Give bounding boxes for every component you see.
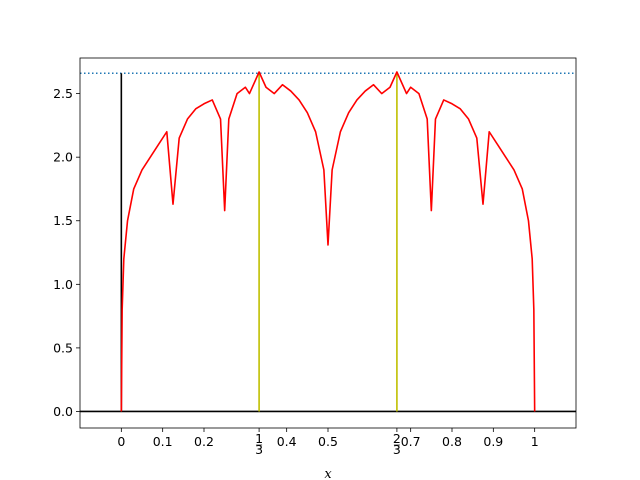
x-tick-label: 1 — [531, 434, 539, 449]
x-axis-ticks: 0 0.1 0.2 130.4 0.5 230.7 0.8 0.9 1 — [117, 428, 539, 457]
y-tick-label: 0.5 — [53, 340, 73, 355]
y-tick-label: 2.0 — [53, 150, 73, 165]
x-axis-label: x — [324, 467, 332, 480]
x-tick-label-den: 3 — [255, 442, 263, 457]
x-tick-label: 0.7 — [401, 434, 421, 449]
y-tick-label: 2.5 — [53, 86, 73, 101]
y-tick-label: 1.0 — [53, 277, 73, 292]
y-tick-label: 0.0 — [53, 404, 73, 419]
y-tick-label: 1.5 — [53, 213, 73, 228]
y-axis-ticks: 0.0 0.5 1.0 1.5 2.0 2.5 — [53, 86, 80, 419]
x-tick-label: 0.5 — [318, 434, 338, 449]
plot-layer — [80, 71, 576, 413]
x-tick-label-num: 2 — [393, 431, 401, 446]
x-tick-label: 0 — [117, 434, 125, 449]
x-tick-label-den: 3 — [393, 442, 401, 457]
x-tick-label: 0.1 — [153, 434, 173, 449]
x-tick-label-num: 1 — [255, 431, 263, 446]
x-tick-label: 0.2 — [194, 434, 214, 449]
series-line-0 — [120, 71, 536, 412]
x-tick-label: 0.9 — [483, 434, 503, 449]
x-tick-label: 0.8 — [442, 434, 462, 449]
x-tick-label: 0.4 — [277, 434, 297, 449]
